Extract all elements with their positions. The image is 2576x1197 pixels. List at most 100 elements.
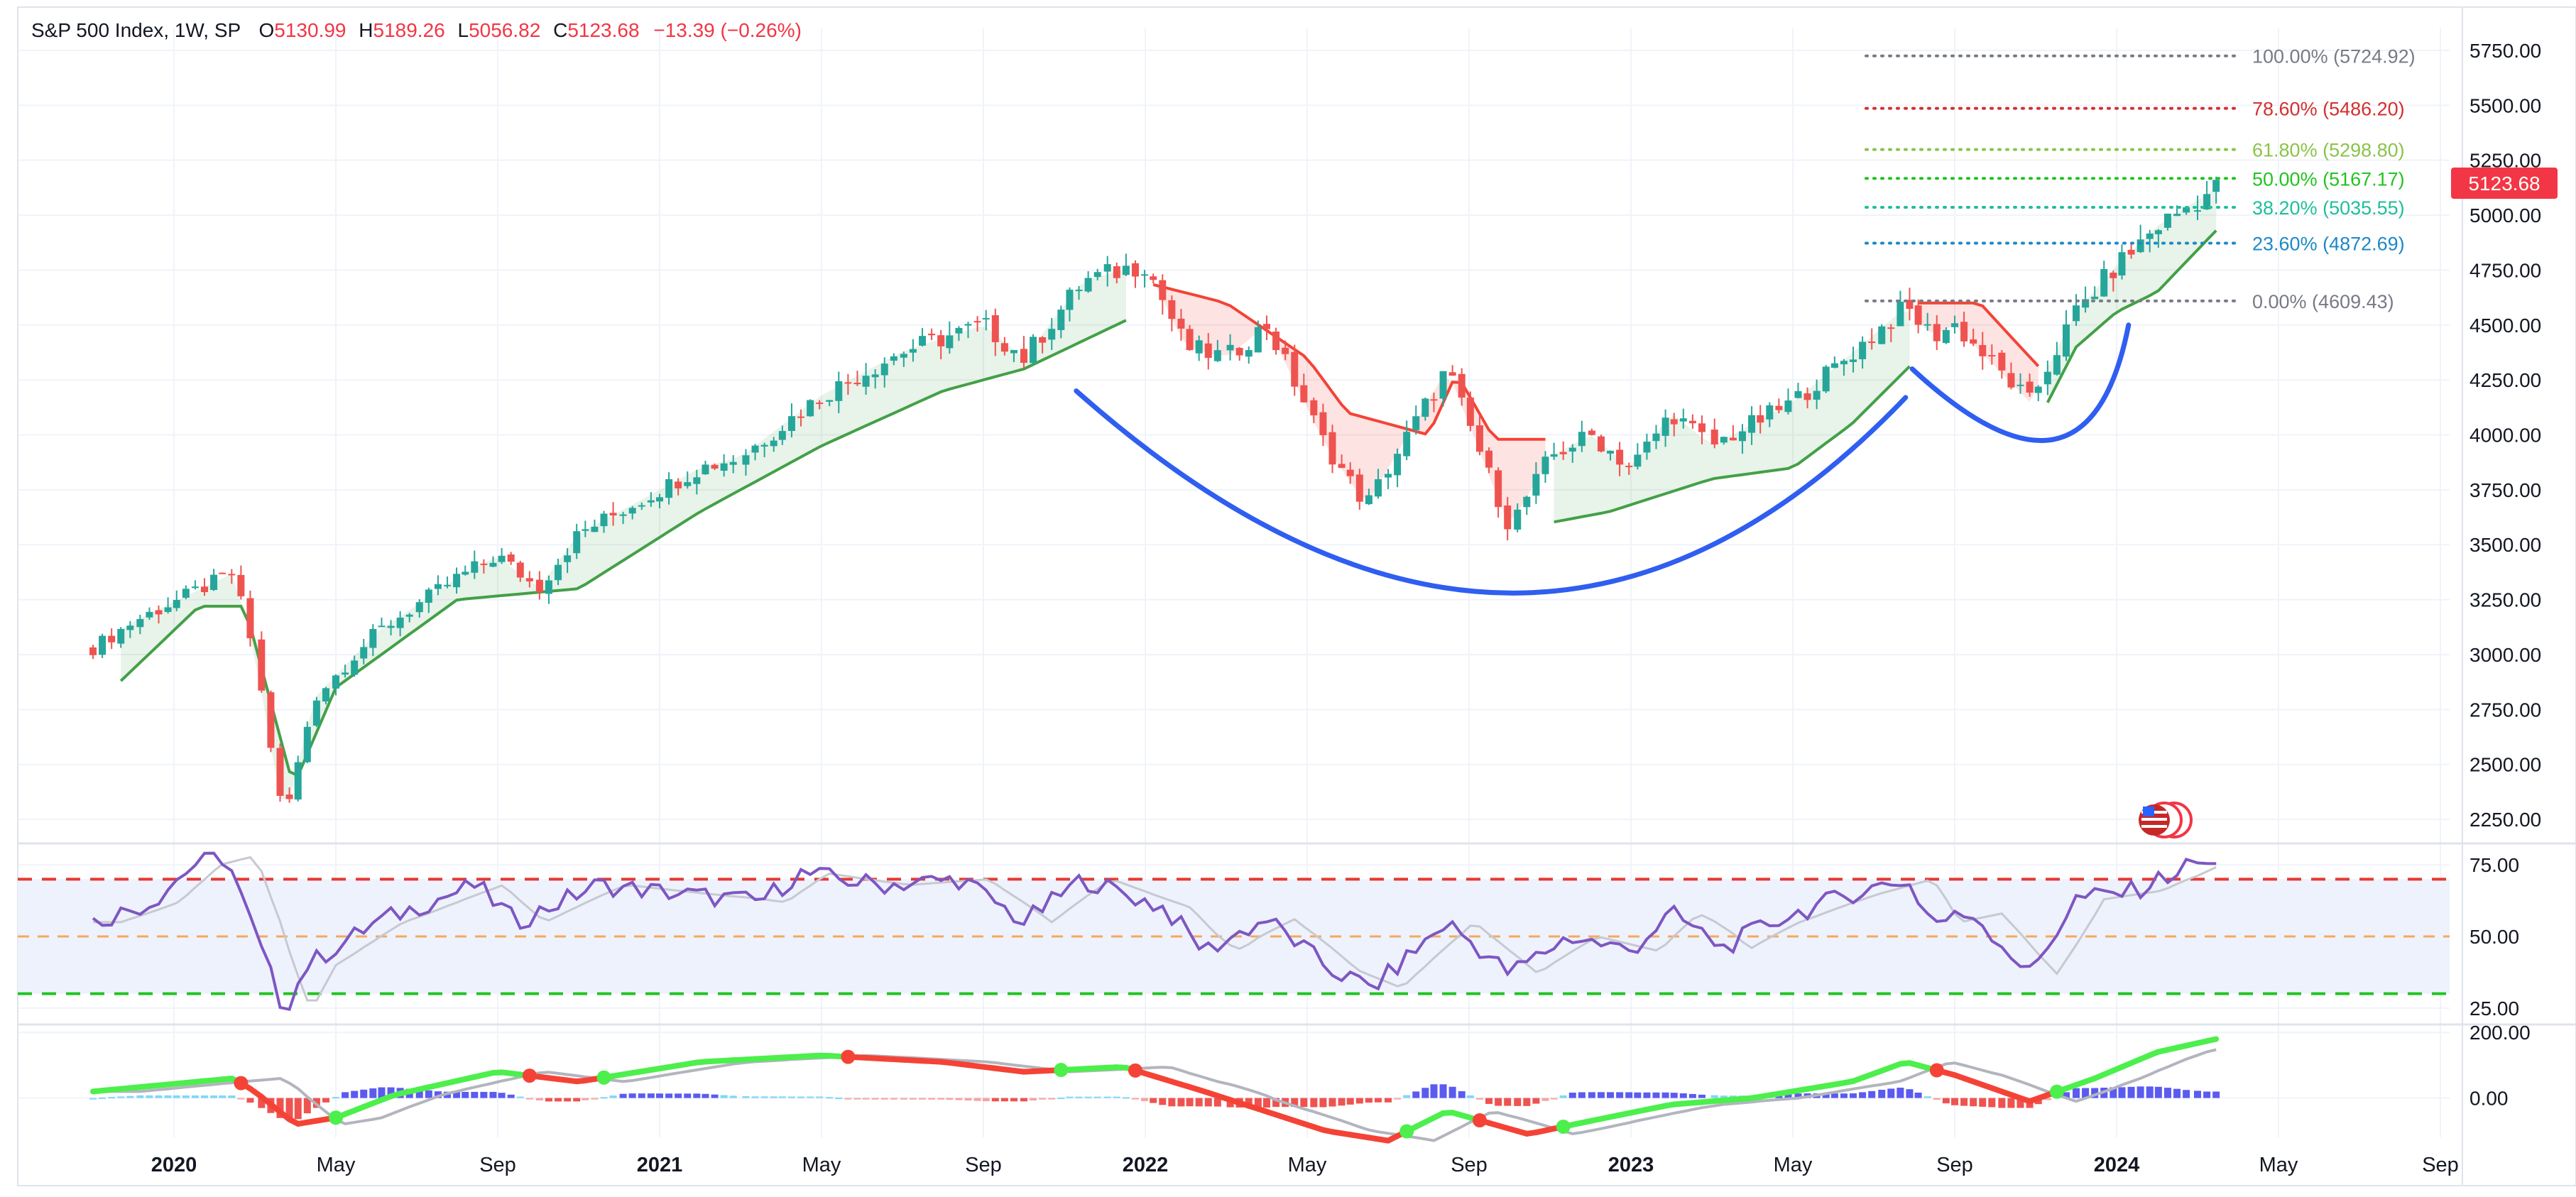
candle-body	[826, 400, 834, 402]
macd-histogram-bar	[1122, 1097, 1130, 1099]
candle-body	[1679, 418, 1687, 422]
macd-histogram-bar	[1896, 1088, 1904, 1098]
candle-body	[2100, 268, 2108, 297]
time-axis-label: Sep	[2422, 1154, 2459, 1176]
candle-body	[1346, 469, 1354, 476]
macd-cross-dot	[1472, 1113, 1487, 1128]
candle-body	[2118, 252, 2126, 276]
macd-histogram-bar	[770, 1096, 777, 1098]
legend-close: 5123.68	[567, 19, 639, 41]
candle-body	[564, 555, 572, 562]
macd-histogram-bar	[2203, 1091, 2211, 1098]
candle-body	[1177, 318, 1185, 329]
macd-histogram-bar	[973, 1098, 981, 1101]
macd-histogram-bar	[415, 1089, 423, 1098]
macd-histogram-bar	[1310, 1098, 1318, 1108]
candle-body	[2146, 233, 2154, 239]
macd-cross-dot	[841, 1049, 856, 1064]
rsi-axis-label: 25.00	[2469, 998, 2519, 1020]
cup-arc	[1074, 388, 1909, 596]
legend-high: 5189.26	[373, 19, 445, 41]
macd-histogram-bar	[1625, 1092, 1633, 1098]
candle-body	[312, 700, 320, 726]
candle-body	[964, 324, 972, 326]
candle-body	[545, 580, 552, 594]
macd-histogram-bar	[1186, 1098, 1194, 1107]
candle-body	[2194, 210, 2201, 212]
candle-body	[210, 574, 218, 590]
candle-body	[1226, 344, 1234, 351]
macd-histogram-bar	[1245, 1098, 1252, 1108]
candle-body	[415, 602, 423, 613]
price-axis-label: 3750.00	[2469, 479, 2541, 501]
macd-histogram-bar	[1403, 1095, 1411, 1098]
candle-body	[1159, 280, 1167, 300]
supertrend-up-fill	[121, 268, 1126, 800]
macd-histogram-bar	[1568, 1093, 1576, 1098]
us-flag-icon[interactable]	[2139, 802, 2193, 838]
time-axis-label: 2022	[1123, 1154, 1169, 1176]
candle-body	[1523, 496, 1531, 508]
macd-histogram-bar	[228, 1095, 236, 1098]
macd-signal-line	[93, 1048, 2217, 1142]
fibonacci-retracement[interactable]: 100.00% (5724.92) 78.60% (5486.20) 61.80% …	[1865, 46, 2416, 312]
macd-histogram-bar	[600, 1097, 608, 1099]
macd-histogram-bar	[2062, 1092, 2070, 1098]
candle-body	[890, 356, 897, 361]
macd-cross-dot	[596, 1070, 611, 1085]
legend-change: −13.39 (−0.26%)	[653, 19, 802, 41]
macd-histogram-bar	[1643, 1092, 1651, 1098]
macd-histogram-bar	[1010, 1098, 1017, 1102]
macd-histogram-bar	[1988, 1098, 1996, 1108]
candle-body	[778, 431, 786, 440]
candle-body	[2136, 239, 2144, 253]
candle-body	[405, 614, 413, 617]
candle-body	[108, 635, 116, 643]
macd-histogram-bar	[1710, 1095, 1718, 1098]
macd-histogram-bar	[1430, 1084, 1438, 1098]
candle-body	[2034, 386, 2042, 393]
macd-histogram-bar	[1346, 1098, 1354, 1105]
macd-histogram-bar	[173, 1095, 180, 1098]
cup-arcs[interactable]	[1074, 322, 2132, 596]
candle-body	[797, 416, 805, 418]
macd-histogram-bar	[937, 1098, 945, 1100]
candle-body	[1868, 341, 1876, 344]
candle-body	[684, 482, 692, 486]
macd-histogram-bar	[1532, 1098, 1540, 1104]
candle-body	[1150, 276, 1157, 280]
macd-histogram-bar	[1720, 1095, 1728, 1098]
price-axis[interactable]: 5750.005500.005250.005000.004750.004500.…	[2469, 40, 2541, 1110]
price-axis-label: 4250.00	[2469, 369, 2541, 391]
legend-close-label: C	[553, 19, 567, 41]
candle-body	[609, 513, 617, 515]
macd-histogram-bar	[258, 1098, 266, 1108]
candle-body	[647, 500, 655, 503]
candle-body	[1421, 398, 1429, 417]
candle-body	[1794, 390, 1802, 398]
candle-body	[258, 639, 266, 691]
candle-body	[711, 464, 719, 469]
macd-histogram-bar	[900, 1098, 907, 1100]
time-axis[interactable]: 2020 May Sep 2021 May Sep 2022 May Sep 2023 May Sep…	[151, 1154, 2459, 1176]
macd-histogram-bar	[684, 1093, 692, 1098]
macd-histogram-bar	[246, 1098, 254, 1103]
macd-histogram-bar	[1495, 1098, 1502, 1106]
macd-histogram-bar	[656, 1093, 663, 1098]
macd-histogram-bar	[946, 1098, 954, 1100]
supertrend-down-line	[1918, 301, 2040, 368]
candle-body	[425, 589, 432, 603]
macd-histogram-bar	[1466, 1095, 1474, 1098]
macd-histogram-bar	[591, 1098, 599, 1100]
candle-body	[294, 762, 302, 800]
time-axis-label: 2024	[2094, 1154, 2140, 1176]
macd-histogram-bar	[1057, 1098, 1065, 1100]
candle-body	[1634, 454, 1642, 467]
macd-histogram-bar	[964, 1098, 972, 1101]
candle-body	[2183, 207, 2190, 213]
macd-histogram-bar	[609, 1095, 617, 1098]
candle-body	[2073, 305, 2080, 322]
candle-body	[1840, 361, 1848, 365]
price-axis-label: 3000.00	[2469, 644, 2541, 666]
